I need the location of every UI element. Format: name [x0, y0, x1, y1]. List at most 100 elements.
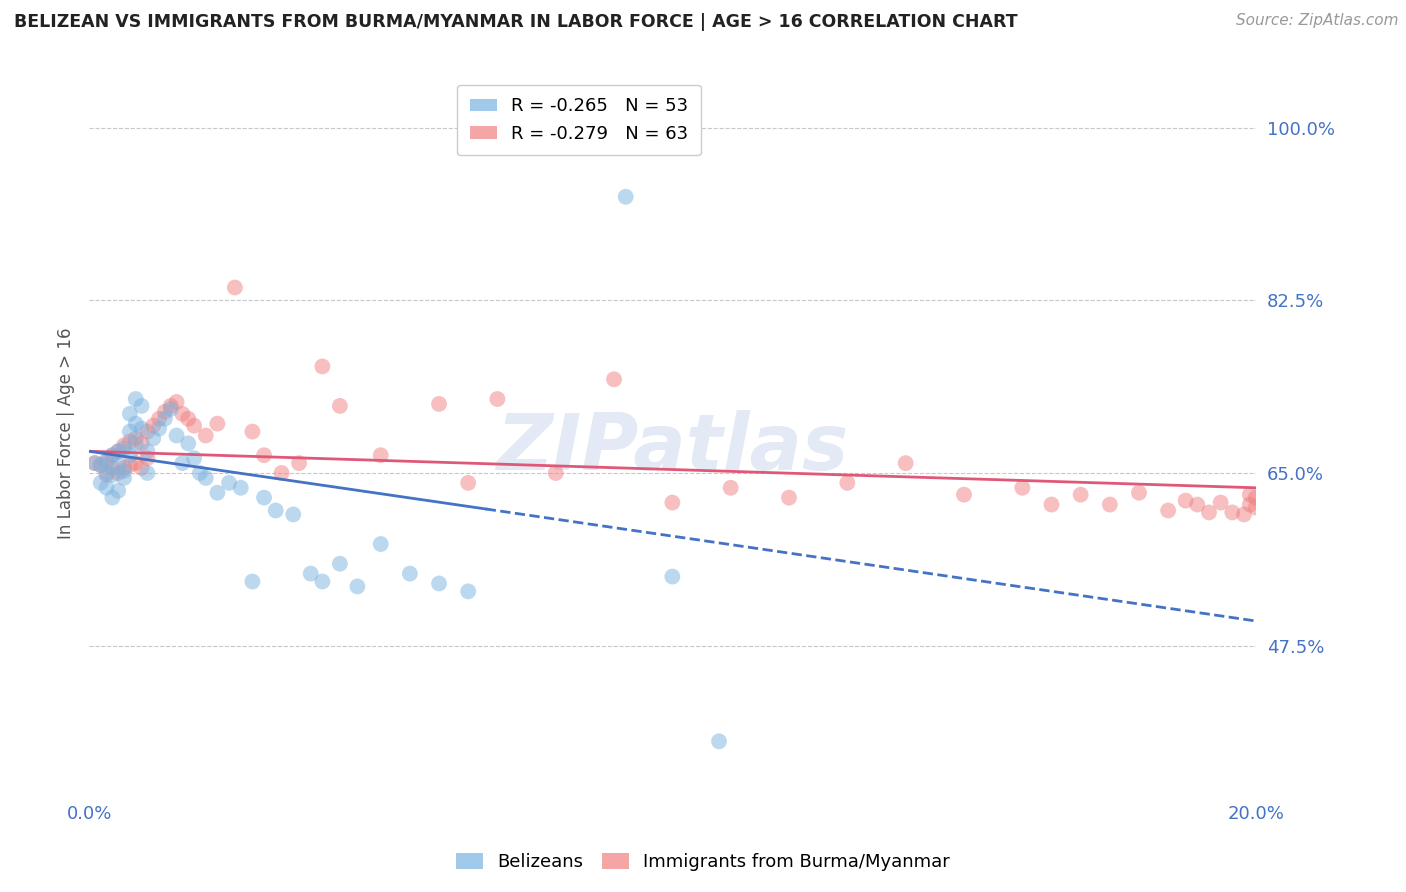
Point: [224, 280, 246, 294]
Point: [90, 475, 112, 490]
Point: [142, 432, 165, 446]
Point: [107, 483, 129, 498]
Point: [427, 397, 450, 411]
Point: [457, 584, 479, 599]
Point: [166, 428, 188, 442]
Point: [486, 392, 509, 406]
Point: [253, 491, 276, 505]
Point: [118, 458, 141, 472]
Point: [1220, 505, 1243, 519]
Point: [894, 456, 917, 470]
Point: [1239, 498, 1261, 512]
Text: ZIPatlas: ZIPatlas: [496, 410, 848, 486]
Point: [288, 456, 311, 470]
Text: BELIZEAN VS IMMIGRANTS FROM BURMA/MYANMAR IN LABOR FORCE | AGE > 16 CORRELATION : BELIZEAN VS IMMIGRANTS FROM BURMA/MYANMA…: [14, 13, 1018, 31]
Point: [96, 454, 118, 468]
Point: [112, 438, 135, 452]
Point: [707, 734, 730, 748]
Point: [457, 475, 479, 490]
Point: [329, 557, 352, 571]
Point: [183, 418, 205, 433]
Point: [544, 466, 567, 480]
Point: [112, 464, 135, 478]
Point: [778, 491, 800, 505]
Point: [311, 359, 333, 374]
Point: [118, 407, 141, 421]
Point: [253, 448, 276, 462]
Point: [370, 448, 392, 462]
Point: [1209, 495, 1232, 509]
Point: [270, 466, 292, 480]
Point: [96, 466, 118, 480]
Point: [118, 434, 141, 449]
Point: [177, 436, 200, 450]
Point: [107, 444, 129, 458]
Point: [131, 399, 153, 413]
Point: [136, 466, 159, 480]
Point: [614, 190, 637, 204]
Y-axis label: In Labor Force | Age > 16: In Labor Force | Age > 16: [58, 327, 75, 540]
Point: [148, 411, 170, 425]
Point: [1233, 508, 1256, 522]
Point: [101, 491, 124, 505]
Point: [136, 451, 159, 466]
Point: [661, 569, 683, 583]
Point: [311, 574, 333, 589]
Point: [183, 451, 205, 466]
Point: [159, 399, 181, 413]
Text: Source: ZipAtlas.com: Source: ZipAtlas.com: [1236, 13, 1399, 29]
Point: [1011, 481, 1033, 495]
Point: [1128, 485, 1150, 500]
Point: [346, 579, 368, 593]
Point: [153, 405, 176, 419]
Point: [207, 417, 229, 431]
Point: [125, 456, 148, 470]
Point: [1040, 498, 1063, 512]
Point: [148, 421, 170, 435]
Point: [107, 458, 129, 472]
Point: [118, 448, 141, 462]
Point: [242, 425, 264, 439]
Point: [1070, 488, 1092, 502]
Point: [1174, 493, 1197, 508]
Point: [136, 444, 159, 458]
Point: [153, 411, 176, 425]
Point: [125, 392, 148, 406]
Point: [953, 488, 976, 502]
Point: [101, 448, 124, 462]
Point: [837, 475, 859, 490]
Point: [194, 471, 217, 485]
Point: [107, 466, 129, 480]
Point: [159, 401, 181, 416]
Point: [101, 448, 124, 462]
Point: [131, 421, 153, 435]
Point: [166, 395, 188, 409]
Point: [207, 485, 229, 500]
Point: [125, 432, 148, 446]
Point: [370, 537, 392, 551]
Point: [125, 436, 148, 450]
Point: [1239, 488, 1261, 502]
Point: [1244, 500, 1267, 515]
Point: [661, 495, 683, 509]
Point: [720, 481, 742, 495]
Point: [218, 475, 240, 490]
Point: [283, 508, 305, 522]
Point: [112, 442, 135, 456]
Point: [96, 467, 118, 482]
Point: [131, 461, 153, 475]
Point: [118, 425, 141, 439]
Legend: R = -0.265   N = 53, R = -0.279   N = 63: R = -0.265 N = 53, R = -0.279 N = 63: [457, 85, 702, 155]
Point: [172, 456, 194, 470]
Point: [101, 467, 124, 482]
Point: [603, 372, 626, 386]
Point: [83, 456, 105, 470]
Legend: Belizeans, Immigrants from Burma/Myanmar: Belizeans, Immigrants from Burma/Myanmar: [449, 846, 957, 879]
Point: [131, 436, 153, 450]
Point: [112, 471, 135, 485]
Point: [1098, 498, 1121, 512]
Point: [96, 454, 118, 468]
Point: [125, 417, 148, 431]
Point: [142, 418, 165, 433]
Point: [83, 456, 105, 470]
